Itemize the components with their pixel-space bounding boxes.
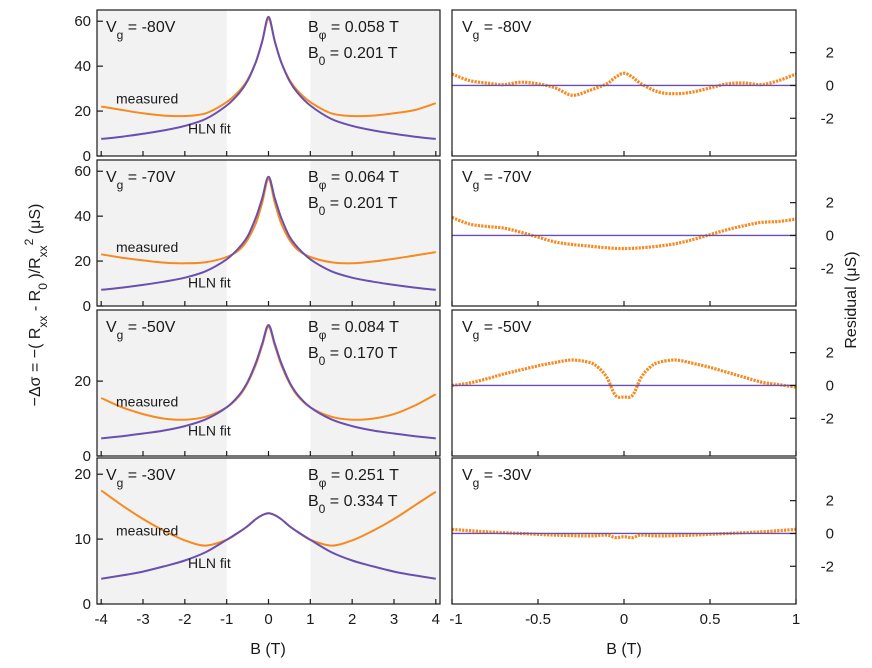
gate-voltage-label: Vg = -50V (462, 319, 532, 342)
shaded-region (310, 458, 440, 604)
measured-label: measured (116, 239, 178, 255)
measured-label: measured (116, 394, 178, 410)
y-tick-label: 0 (83, 148, 91, 165)
x-tick-label: -1 (220, 611, 233, 628)
y-tick-label: 0 (826, 377, 834, 394)
hln-fit-curve (101, 15, 436, 140)
measured-curve (101, 178, 436, 265)
x-tick-label: 1 (306, 611, 314, 628)
gate-voltage-label: Vg = -70V (462, 169, 532, 192)
measured-label: measured (116, 90, 178, 106)
residual-trace (451, 71, 797, 97)
gate-voltage-label: Vg = -80V (462, 19, 532, 42)
measured-curve (100, 325, 437, 421)
residual-trace (451, 358, 797, 399)
y-tick-label: 0 (83, 448, 91, 465)
hln-fit-label: HLN fit (188, 422, 231, 438)
y-tick-label: 0 (826, 525, 834, 542)
measured-label: measured (116, 523, 178, 539)
y-tick-label: 2 (826, 493, 834, 510)
y-tick-label: -2 (821, 260, 834, 277)
measured-curve (101, 18, 437, 118)
right-4-panel: -2 0 2 -1 -0.5 0 0.5 1 Vg = -30V (449, 457, 834, 628)
right-x-axis-title: B (T) (606, 641, 642, 658)
right-3-panel: -2 0 2 Vg = -50V (451, 309, 834, 457)
y-tick-label: 60 (74, 163, 91, 180)
y-tick-label: 20 (74, 253, 91, 270)
hln-fit-curve (101, 324, 436, 440)
y-tick-label: 2 (826, 195, 834, 212)
right-2-panel: -2 0 2 Vg = -70V (451, 159, 834, 307)
x-tick-label: 1 (792, 611, 800, 628)
right-y-axis-title: Residual (μS) (843, 251, 860, 348)
y-tick-label: 20 (74, 373, 91, 390)
x-tick-label: 0.5 (700, 611, 721, 628)
y-tick-label: 20 (74, 466, 91, 483)
y-tick-label: 60 (74, 13, 91, 30)
y-tick-label: 2 (826, 45, 834, 62)
y-tick-label: -2 (821, 110, 834, 127)
x-tick-label: 4 (432, 611, 440, 628)
gate-voltage-label: Vg = -30V (462, 467, 532, 490)
right-1-panel: -2 0 2 Vg = -80V (451, 9, 834, 157)
y-tick-label: 20 (74, 103, 91, 120)
hln-fit-label: HLN fit (188, 274, 231, 290)
y-tick-label: 2 (826, 345, 834, 362)
x-tick-label: -4 (95, 611, 108, 628)
x-tick-label: 3 (390, 611, 398, 628)
residual-trace (451, 215, 797, 251)
left-x-axis-title: B (T) (250, 641, 286, 658)
y-tick-label: 0 (826, 227, 834, 244)
y-tick-label: 0 (826, 77, 834, 94)
hln-fit-label: HLN fit (188, 120, 231, 136)
x-tick-label: -2 (178, 611, 191, 628)
left-y-axis-title: −Δσ = −( Rxx - R0 )/Rxx2 (μS) (22, 204, 50, 407)
x-tick-label: -3 (136, 611, 149, 628)
x-tick-label: -0.5 (525, 611, 551, 628)
y-tick-label: 10 (74, 531, 91, 548)
x-tick-label: 2 (348, 611, 356, 628)
hln-fit-curve (101, 512, 436, 580)
y-tick-label: -2 (821, 410, 834, 427)
hln-fit-curve (101, 175, 436, 291)
x-tick-label: -1 (449, 611, 462, 628)
y-tick-label: 0 (83, 298, 91, 315)
y-tick-label: -2 (821, 558, 834, 575)
y-tick-label: 40 (74, 208, 91, 225)
x-tick-label: 0 (264, 611, 272, 628)
x-tick-label: 0 (620, 611, 628, 628)
y-tick-label: 40 (74, 58, 91, 75)
shaded-region (97, 458, 227, 604)
hln-fit-label: HLN fit (188, 555, 231, 571)
y-tick-label: 0 (83, 596, 91, 613)
